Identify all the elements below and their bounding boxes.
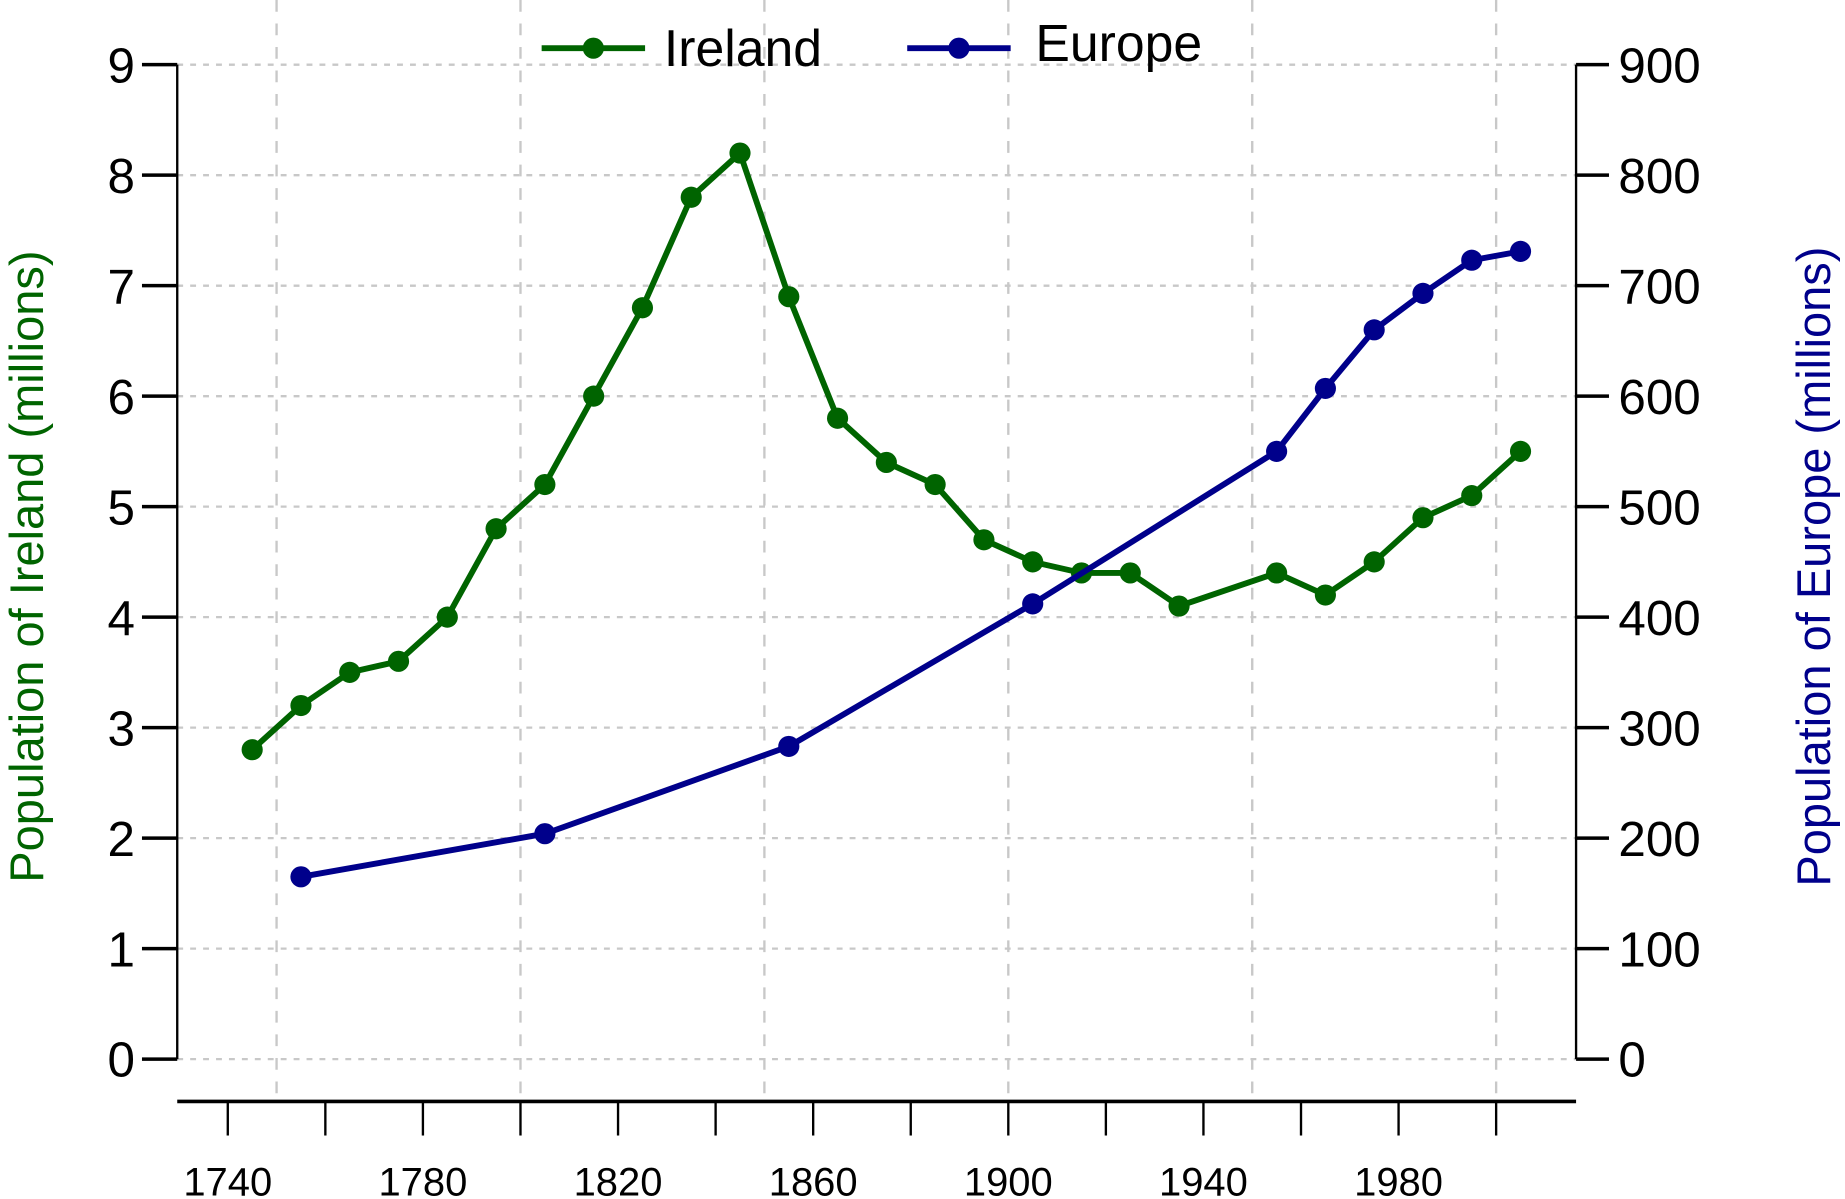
data-point-europe <box>1266 440 1288 462</box>
y-tick-label-left: 3 <box>107 701 134 756</box>
data-point-europe <box>1412 282 1434 304</box>
y-axis-label-left: Population of Ireland (millions) <box>0 250 53 882</box>
y-tick-label-right: 200 <box>1618 812 1700 867</box>
legend-label-europe: Europe <box>1035 14 1202 72</box>
ticks: 0 1 2 3 4 5 6 7 8 9 0 100 200 300 400 500 600 700 800 900 17… <box>107 38 1700 1199</box>
legend: Ireland Europe <box>541 14 1202 77</box>
x-tick-label: 1980 <box>1354 1160 1443 1199</box>
data-point-europe <box>778 735 800 757</box>
y-tick-label-left: 9 <box>107 38 134 93</box>
data-point-europe <box>1461 249 1483 271</box>
series-layer <box>241 142 1532 888</box>
data-point-ireland <box>534 473 556 496</box>
x-tick-label: 1780 <box>378 1160 467 1199</box>
data-point-ireland <box>1168 595 1190 617</box>
x-tick-label: 1860 <box>769 1160 858 1199</box>
data-point-ireland <box>339 661 361 683</box>
data-point-ireland <box>290 694 312 717</box>
data-point-ireland <box>631 297 654 319</box>
y-tick-label-left: 1 <box>107 922 134 977</box>
x-tick-label: 1820 <box>574 1160 663 1199</box>
data-point-ireland <box>1266 562 1288 584</box>
series-line-europe <box>300 248 1522 880</box>
y-tick-label-left: 6 <box>107 370 134 425</box>
data-point-ireland <box>729 142 751 164</box>
data-point-ireland <box>1412 507 1434 529</box>
data-point-ireland <box>485 518 507 540</box>
data-point-ireland <box>1022 551 1044 573</box>
data-point-europe <box>1314 377 1336 399</box>
data-point-ireland <box>875 451 897 474</box>
x-tick-label: 1940 <box>1159 1160 1248 1199</box>
legend-marker-europe <box>948 37 970 59</box>
data-point-ireland <box>387 650 410 672</box>
data-point-europe <box>1363 319 1385 341</box>
data-point-europe <box>534 823 556 845</box>
y-tick-label-right: 600 <box>1618 370 1700 425</box>
data-point-ireland <box>1119 562 1141 584</box>
data-point-ireland <box>826 407 849 429</box>
y-tick-label-right: 300 <box>1618 701 1700 756</box>
y-tick-label-right: 500 <box>1618 480 1700 535</box>
axes <box>176 64 1578 1104</box>
data-point-ireland <box>1461 485 1483 507</box>
y-tick-label-right: 400 <box>1618 591 1700 646</box>
y-tick-label-right: 100 <box>1618 922 1700 977</box>
y-tick-label-left: 8 <box>107 149 134 204</box>
series-line-ireland <box>250 150 1523 752</box>
y-tick-label-left: 2 <box>107 812 134 867</box>
y-tick-label-right: 900 <box>1618 38 1700 93</box>
legend-item-ireland: Ireland <box>541 19 822 77</box>
grid <box>177 0 1577 1102</box>
data-point-ireland <box>1509 440 1532 462</box>
data-point-europe <box>1022 593 1044 615</box>
data-point-europe <box>290 866 312 888</box>
data-point-ireland <box>1363 551 1385 573</box>
data-point-ireland <box>924 473 946 496</box>
data-point-ireland <box>1314 584 1336 606</box>
x-tick-label: 1740 <box>183 1160 272 1199</box>
y-tick-label-left: 4 <box>107 591 134 646</box>
data-point-ireland <box>436 606 458 628</box>
legend-label-ireland: Ireland <box>664 19 822 77</box>
legend-item-europe: Europe <box>907 14 1202 72</box>
data-point-ireland <box>680 186 702 208</box>
y-axis-label-right: Population of Europe (millions) <box>1787 247 1840 887</box>
y-tick-label-left: 5 <box>107 480 134 535</box>
data-point-ireland <box>778 286 800 308</box>
data-point-ireland <box>241 739 263 761</box>
x-tick-label: 1900 <box>964 1160 1053 1199</box>
data-point-ireland <box>973 529 995 551</box>
data-point-europe <box>1509 240 1532 262</box>
y-tick-label-left: 7 <box>107 259 134 314</box>
legend-marker-ireland <box>582 37 604 59</box>
y-tick-label-right: 800 <box>1618 149 1700 204</box>
y-tick-label-right: 700 <box>1618 259 1700 314</box>
data-point-ireland <box>583 385 605 407</box>
y-tick-label-right: 0 <box>1618 1033 1645 1088</box>
y-tick-label-left: 0 <box>107 1033 134 1088</box>
